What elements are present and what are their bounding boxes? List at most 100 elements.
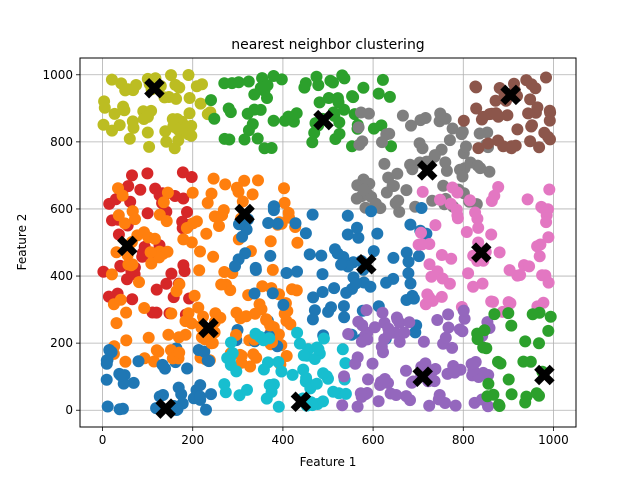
data-point <box>196 78 208 91</box>
data-point <box>182 307 195 320</box>
data-point <box>457 304 470 317</box>
data-point <box>120 306 133 319</box>
data-point <box>521 193 534 206</box>
data-point <box>266 287 279 300</box>
data-point <box>299 77 312 90</box>
data-point <box>286 368 299 381</box>
data-point <box>173 81 186 94</box>
data-point <box>502 373 515 386</box>
data-point <box>351 221 363 234</box>
x-tick-label: 600 <box>362 433 385 447</box>
data-point <box>519 335 532 348</box>
data-point <box>152 345 165 358</box>
data-point <box>352 315 365 328</box>
data-point <box>168 142 181 155</box>
data-point <box>448 366 461 378</box>
data-point <box>165 307 178 320</box>
data-point <box>341 209 354 222</box>
data-point <box>108 107 121 120</box>
data-point <box>470 81 483 94</box>
y-tick-label: 400 <box>50 269 73 283</box>
data-point <box>488 308 501 321</box>
data-point <box>505 142 518 155</box>
data-point <box>365 205 378 218</box>
data-point <box>396 109 409 122</box>
data-point <box>339 357 352 370</box>
data-point <box>100 373 113 386</box>
data-point <box>530 387 543 400</box>
data-point <box>317 367 330 380</box>
data-point <box>119 355 132 368</box>
data-point <box>531 101 544 114</box>
data-point <box>455 128 468 141</box>
data-point <box>457 114 470 127</box>
data-point <box>208 112 221 125</box>
data-point <box>279 114 291 127</box>
data-point <box>282 206 295 219</box>
data-point <box>409 326 422 339</box>
data-point <box>125 259 138 272</box>
data-point <box>182 69 195 81</box>
data-point <box>105 73 118 86</box>
data-point <box>460 226 473 238</box>
data-point <box>423 258 436 271</box>
data-point <box>272 400 285 413</box>
centroid-marker <box>290 391 312 413</box>
data-point <box>352 121 365 134</box>
data-point <box>514 269 527 281</box>
data-point <box>485 228 498 241</box>
data-point <box>256 280 269 293</box>
data-point <box>173 278 186 291</box>
data-point <box>415 202 428 214</box>
data-point <box>543 183 556 196</box>
data-point <box>467 280 480 293</box>
centroid-marker <box>313 109 334 131</box>
data-point <box>472 142 485 155</box>
data-point <box>275 365 288 378</box>
data-point <box>442 308 455 321</box>
data-point <box>475 113 488 126</box>
data-point <box>332 96 345 109</box>
data-point <box>542 130 555 143</box>
data-point <box>241 107 254 120</box>
data-point <box>226 347 239 360</box>
data-point <box>360 304 373 317</box>
plot-frame <box>79 57 577 428</box>
data-point <box>367 122 380 135</box>
data-point <box>185 119 198 132</box>
data-point <box>352 231 365 244</box>
centroid-marker <box>356 254 377 275</box>
data-point <box>303 248 316 261</box>
data-point <box>230 365 243 378</box>
data-point <box>291 236 304 249</box>
data-point <box>462 267 475 280</box>
data-point <box>142 331 155 344</box>
data-point <box>213 220 225 232</box>
data-point <box>112 209 125 222</box>
x-axis-ticks: 0 200 400 600 800 1000 <box>99 427 569 447</box>
data-point <box>364 280 377 293</box>
data-point <box>120 334 133 347</box>
data-point <box>533 250 546 263</box>
data-point <box>338 311 351 324</box>
data-point <box>218 77 231 90</box>
data-point <box>156 358 169 371</box>
data-point <box>250 351 263 364</box>
data-point <box>252 174 264 187</box>
data-point <box>293 337 306 350</box>
data-point <box>435 249 448 261</box>
data-point <box>181 206 193 218</box>
y-tick-label: 600 <box>50 202 73 216</box>
data-point <box>378 157 391 170</box>
data-point <box>223 133 236 146</box>
data-point <box>357 183 370 196</box>
data-point <box>266 263 279 276</box>
data-point <box>328 282 341 295</box>
data-point <box>235 349 248 362</box>
data-point <box>218 378 231 391</box>
data-point <box>400 364 412 377</box>
data-point <box>140 110 153 123</box>
data-point <box>354 387 367 400</box>
data-point <box>171 403 184 416</box>
data-point <box>482 377 495 390</box>
